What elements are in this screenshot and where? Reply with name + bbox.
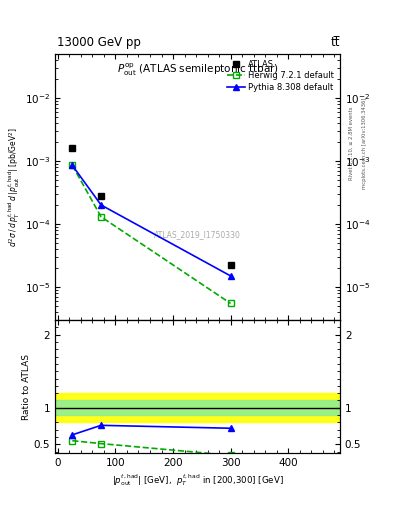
ATLAS bbox=[228, 262, 233, 268]
Pythia 8.308 default bbox=[70, 162, 75, 168]
ATLAS bbox=[70, 145, 75, 151]
X-axis label: $|p_{\mathrm{out}}^{t,\mathrm{had}}|$ [GeV],  $p_{T}^{t,\mathrm{had}}$ in [200,3: $|p_{\mathrm{out}}^{t,\mathrm{had}}|$ [G… bbox=[112, 472, 283, 488]
ATLAS bbox=[99, 193, 103, 199]
Text: ATLAS_2019_I1750330: ATLAS_2019_I1750330 bbox=[154, 230, 241, 239]
Herwig 7.2.1 default bbox=[228, 301, 233, 307]
Line: Herwig 7.2.1 default: Herwig 7.2.1 default bbox=[70, 163, 233, 306]
Text: 13000 GeV pp: 13000 GeV pp bbox=[57, 36, 141, 49]
Line: Pythia 8.308 default: Pythia 8.308 default bbox=[69, 162, 234, 280]
Text: $P_{\mathrm{out}}^{\mathrm{op}}$ (ATLAS semileptonic ttbar): $P_{\mathrm{out}}^{\mathrm{op}}$ (ATLAS … bbox=[116, 62, 279, 78]
Y-axis label: Ratio to ATLAS: Ratio to ATLAS bbox=[22, 354, 31, 419]
Pythia 8.308 default bbox=[99, 202, 103, 208]
Pythia 8.308 default bbox=[228, 273, 233, 279]
Text: tt̅: tt̅ bbox=[331, 36, 340, 49]
Herwig 7.2.1 default bbox=[99, 214, 103, 220]
Text: mcplots.cern.ch [arXiv:1306.3436]: mcplots.cern.ch [arXiv:1306.3436] bbox=[362, 98, 367, 189]
Line: ATLAS: ATLAS bbox=[69, 144, 234, 269]
Text: Rivet 3.1.10, ≥ 2.8M events: Rivet 3.1.10, ≥ 2.8M events bbox=[349, 106, 354, 180]
Legend: ATLAS, Herwig 7.2.1 default, Pythia 8.308 default: ATLAS, Herwig 7.2.1 default, Pythia 8.30… bbox=[225, 58, 336, 93]
Y-axis label: $d^2\sigma\,/\,d\,p_T^{t,\mathrm{had}}\,d\,|p_{\mathrm{out}}^{t,\mathrm{had}}|$ : $d^2\sigma\,/\,d\,p_T^{t,\mathrm{had}}\,… bbox=[6, 127, 22, 247]
Herwig 7.2.1 default bbox=[70, 162, 75, 168]
